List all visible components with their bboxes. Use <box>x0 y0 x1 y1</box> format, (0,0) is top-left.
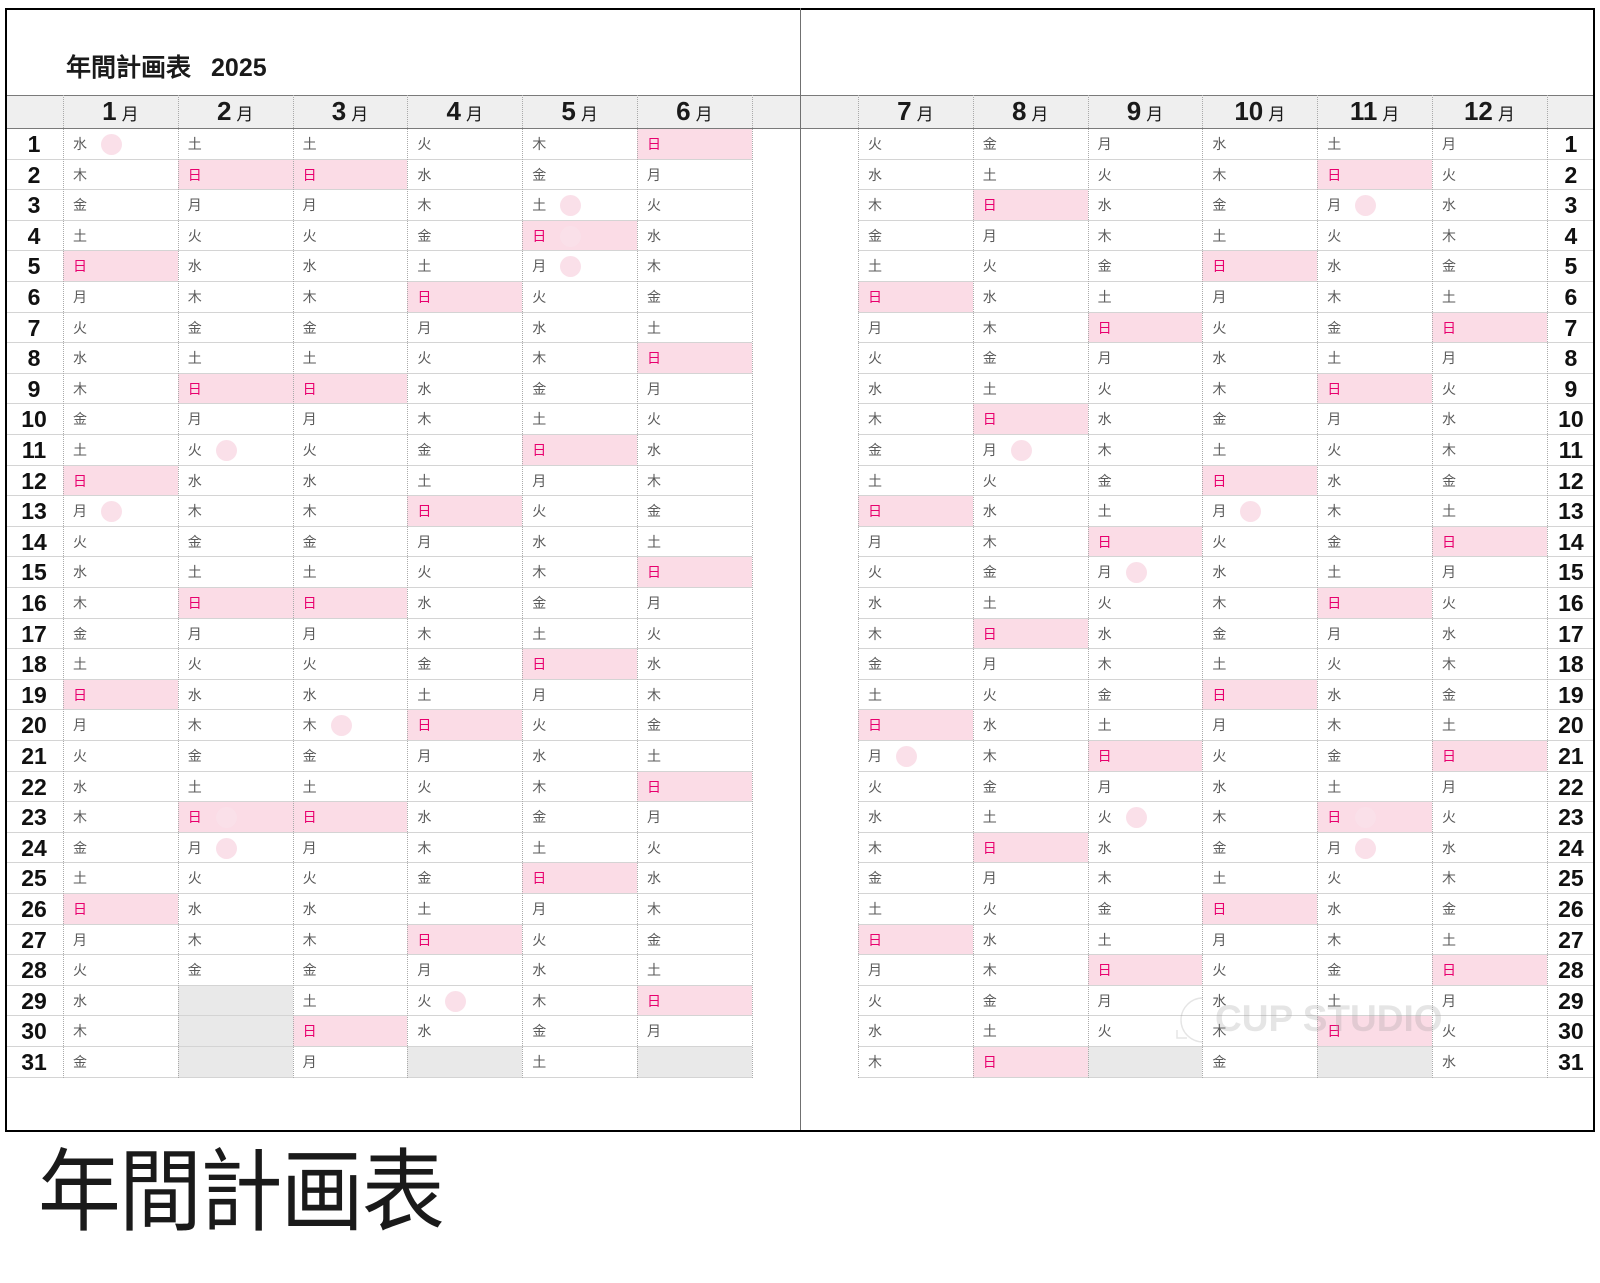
svg-text:CUP STUDIO: CUP STUDIO <box>1215 998 1443 1039</box>
